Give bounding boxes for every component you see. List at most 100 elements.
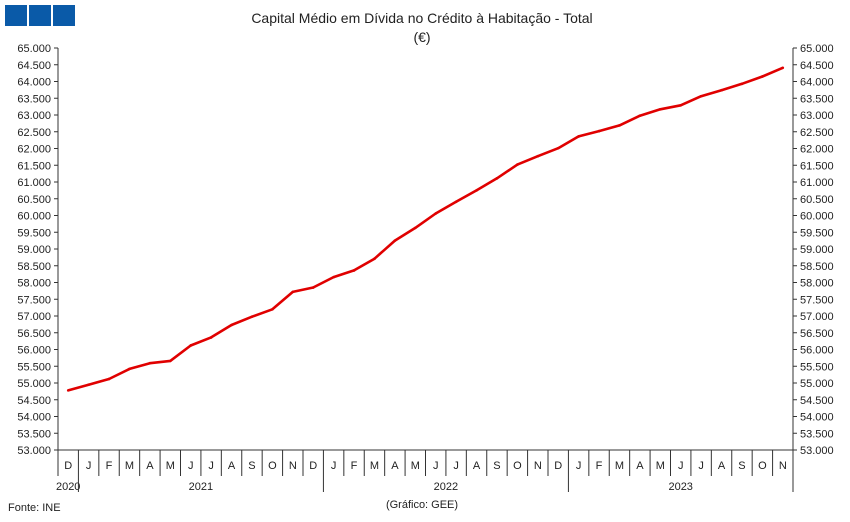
y-tick-label: 54.500	[17, 395, 51, 407]
series-line	[67, 66, 784, 392]
y-tick-label: 63.000	[17, 110, 51, 122]
data-point	[128, 367, 131, 371]
chart-subtitle: (€)	[413, 29, 430, 45]
y-tick-label: 60.000	[800, 211, 834, 223]
year-label: 2022	[434, 481, 458, 493]
y-tick-label: 56.000	[17, 345, 51, 357]
y-tick-label: 54.000	[800, 412, 834, 424]
x-tick-label: M	[166, 460, 175, 472]
data-point	[658, 108, 662, 111]
chart-title: Capital Médio em Dívida no Crédito à Hab…	[251, 10, 592, 26]
y-tick-label: 60.500	[800, 194, 834, 206]
y-tick-label: 56.500	[800, 328, 834, 340]
x-tick-label: F	[106, 460, 113, 472]
data-point	[597, 129, 601, 133]
y-tick-label: 64.500	[17, 60, 51, 72]
x-tick-label: A	[146, 460, 154, 472]
x-tick-label: J	[698, 460, 704, 472]
y-tick-label: 64.500	[800, 60, 834, 72]
data-point	[679, 103, 683, 107]
y-tick-label: 65.000	[17, 43, 51, 55]
x-tick-label: N	[779, 460, 787, 472]
y-tick-label: 63.500	[17, 93, 51, 105]
x-tick-label: J	[433, 460, 439, 472]
data-point	[230, 323, 233, 327]
data-point	[271, 308, 274, 311]
y-tick-label: 58.000	[800, 278, 834, 290]
y-tick-label: 59.500	[800, 227, 834, 239]
x-tick-label: J	[86, 460, 92, 472]
x-tick-label: D	[309, 460, 317, 472]
right-y-axis: 53.000 53.500 54.000 54.500 55.000 55.500 56.0…	[792, 43, 834, 457]
y-tick-label: 58.000	[17, 278, 51, 290]
y-tick-label: 56.500	[17, 328, 51, 340]
data-point	[87, 383, 90, 386]
y-tick-label: 55.000	[17, 378, 51, 390]
data-point	[495, 177, 499, 180]
x-tick-label: J	[208, 460, 214, 472]
y-tick-label: 53.000	[17, 445, 51, 457]
data-point	[373, 257, 376, 261]
series-group	[66, 66, 785, 392]
data-point	[209, 336, 213, 339]
x-tick-label: J	[453, 460, 459, 472]
y-tick-label: 60.000	[17, 211, 51, 223]
data-point	[66, 389, 70, 392]
data-point	[577, 135, 580, 138]
x-tick-label: M	[411, 460, 420, 472]
x-tick-label: A	[391, 460, 399, 472]
y-tick-label: 60.500	[17, 194, 51, 206]
y-tick-label: 61.500	[17, 160, 51, 172]
y-tick-label: 63.500	[800, 93, 834, 105]
source-note: Fonte: INE	[8, 502, 61, 514]
y-tick-label: 62.000	[800, 144, 834, 156]
year-label: 2023	[668, 481, 692, 493]
y-tick-label: 62.500	[800, 127, 834, 139]
data-point	[189, 344, 193, 347]
data-point	[618, 124, 621, 127]
y-tick-label: 57.500	[17, 294, 51, 306]
data-point	[740, 82, 744, 86]
x-tick-label: M	[125, 460, 134, 472]
data-point	[352, 269, 356, 272]
x-tick-label: M	[615, 460, 624, 472]
y-tick-label: 53.500	[800, 428, 834, 440]
data-point	[168, 359, 172, 363]
data-point	[250, 315, 254, 318]
data-point	[393, 239, 397, 242]
data-point	[454, 200, 458, 204]
x-tick-label: S	[248, 460, 255, 472]
y-tick-label: 57.000	[17, 311, 51, 323]
data-point	[107, 377, 111, 381]
data-point	[556, 146, 560, 150]
y-tick-label: 61.000	[17, 177, 51, 189]
y-tick-label: 64.000	[17, 77, 51, 89]
credit-note: (Gráfico: GEE)	[386, 499, 458, 511]
logo-square	[5, 5, 27, 26]
data-point	[434, 212, 438, 215]
y-tick-label: 57.000	[800, 311, 834, 323]
x-tick-label: D	[64, 460, 72, 472]
y-tick-label: 55.000	[800, 378, 834, 390]
x-tick-label: F	[596, 460, 603, 472]
x-tick-label: J	[331, 460, 337, 472]
y-tick-label: 61.500	[800, 160, 834, 172]
x-tick-label: M	[656, 460, 665, 472]
data-point	[148, 361, 152, 365]
data-point	[638, 114, 642, 117]
x-tick-label: A	[636, 460, 644, 472]
x-axis: D J F M A M J J A S O N D J F M A M J J A S O N D J F M A M J J A S O N2020…	[56, 449, 794, 493]
x-tick-label: O	[758, 460, 767, 472]
y-tick-label: 55.500	[800, 361, 834, 373]
x-tick-label: J	[678, 460, 684, 472]
data-point	[536, 154, 540, 158]
x-tick-label: N	[534, 460, 542, 472]
data-point	[761, 75, 764, 78]
y-tick-label: 56.000	[800, 345, 834, 357]
y-tick-label: 57.500	[800, 294, 834, 306]
x-tick-label: O	[268, 460, 277, 472]
gee-logo	[5, 5, 75, 26]
data-point	[516, 163, 519, 166]
x-tick-label: D	[554, 460, 562, 472]
